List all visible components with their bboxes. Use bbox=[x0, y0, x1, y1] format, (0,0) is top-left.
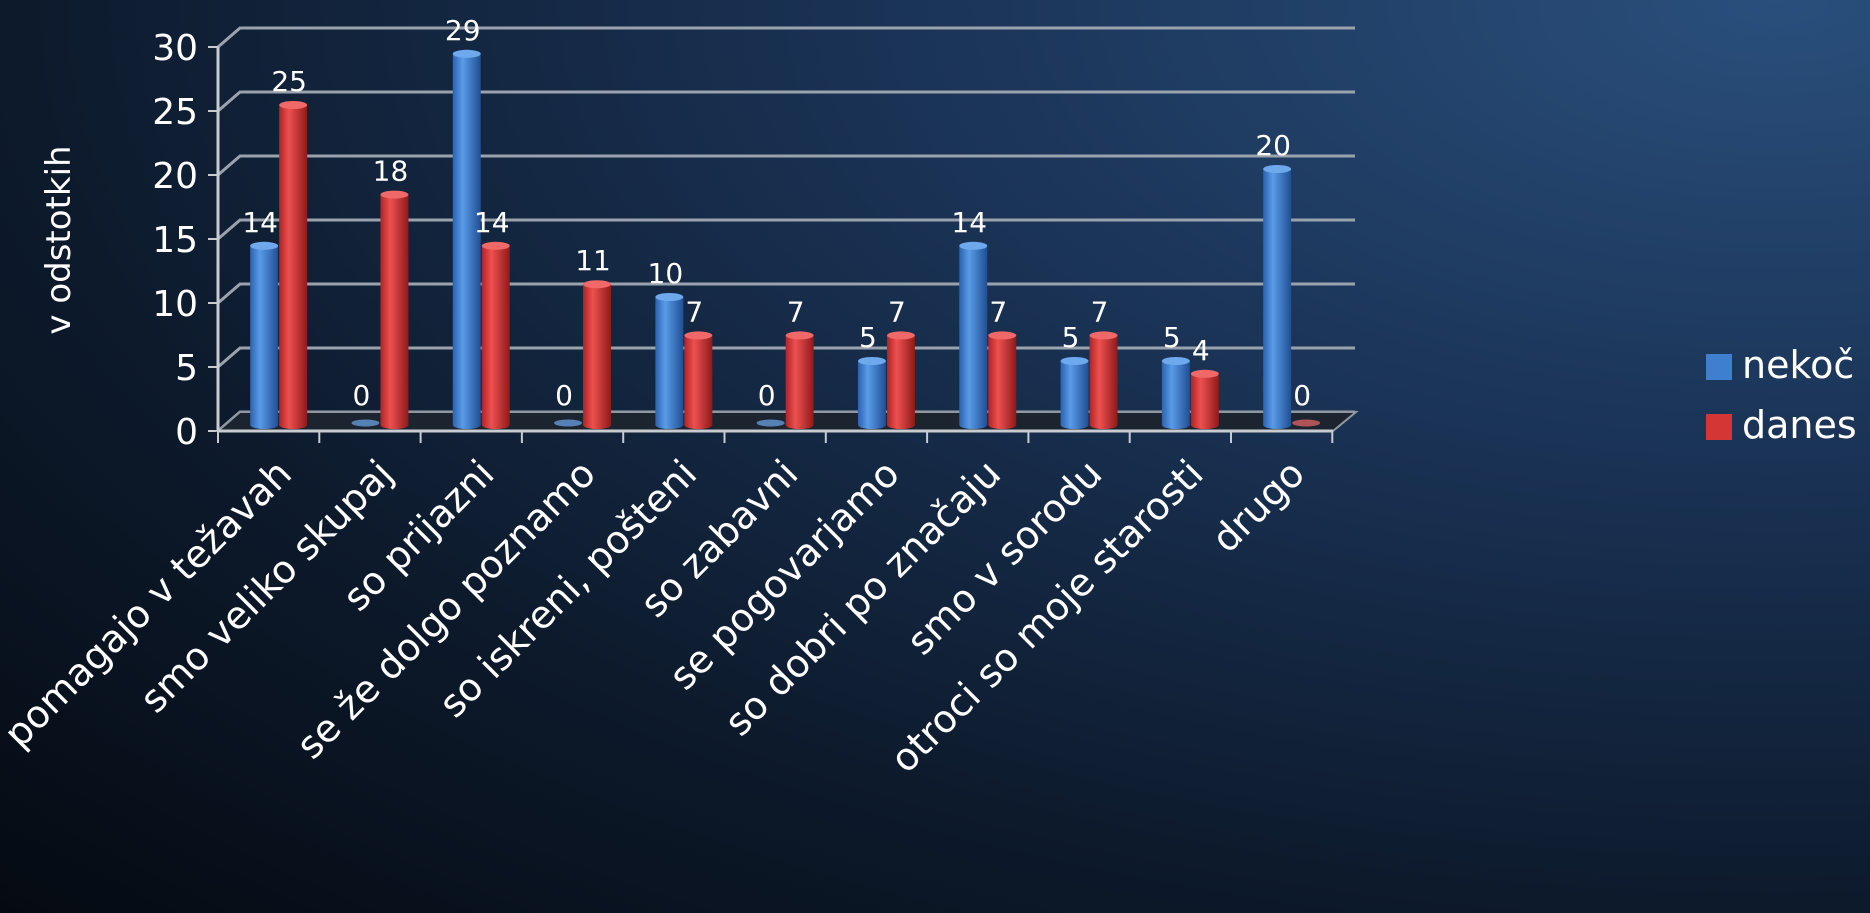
bar-danes-6 bbox=[886, 331, 915, 429]
legend-label-danes: danes bbox=[1742, 403, 1857, 447]
y-tick-label: 30 bbox=[152, 28, 198, 69]
y-tick-label: 25 bbox=[152, 92, 198, 133]
y-tick-label: 0 bbox=[175, 412, 198, 453]
y-tick-label: 5 bbox=[175, 348, 198, 389]
bar-nekoč-1 bbox=[351, 419, 380, 427]
legend-label-nekoč: nekoč bbox=[1742, 343, 1854, 387]
legend-swatch-danes bbox=[1706, 414, 1732, 440]
data-label-danes-2: 14 bbox=[474, 206, 510, 239]
y-tick-label: 15 bbox=[152, 220, 198, 261]
data-label-danes-0: 25 bbox=[271, 65, 307, 98]
bar-danes-8 bbox=[1089, 331, 1118, 429]
data-label-danes-1: 18 bbox=[373, 155, 409, 188]
bar-danes-2 bbox=[481, 241, 510, 429]
bar-nekoč-6 bbox=[857, 357, 886, 429]
y-tick-label: 20 bbox=[152, 156, 198, 197]
bar-danes-10 bbox=[1292, 419, 1321, 427]
bar-nekoč-10 bbox=[1263, 165, 1292, 429]
data-label-danes-9: 4 bbox=[1192, 334, 1210, 367]
y-axis-title: v odstotkih bbox=[39, 145, 79, 334]
legend: nekoč danes bbox=[1706, 343, 1857, 447]
gridline bbox=[217, 154, 1355, 177]
bar-nekoč-3 bbox=[554, 419, 583, 427]
data-label-nekoč-5: 0 bbox=[758, 379, 776, 412]
bar-nekoč-8 bbox=[1060, 357, 1089, 429]
data-label-nekoč-0: 14 bbox=[242, 206, 278, 239]
bar-nekoč-0 bbox=[250, 241, 279, 429]
bar-danes-3 bbox=[583, 280, 612, 429]
bar-nekoč-5 bbox=[756, 419, 785, 427]
bar-danes-7 bbox=[988, 331, 1017, 429]
bar-danes-5 bbox=[785, 331, 814, 429]
bar-nekoč-4 bbox=[655, 293, 684, 429]
data-label-nekoč-8: 5 bbox=[1062, 321, 1080, 354]
legend-swatch-nekoč bbox=[1706, 354, 1732, 380]
gridline bbox=[217, 26, 1355, 49]
bar-danes-0 bbox=[279, 101, 308, 429]
gridline bbox=[217, 218, 1355, 241]
gridline bbox=[217, 90, 1355, 113]
data-label-nekoč-6: 5 bbox=[859, 321, 877, 354]
category-label-10: drugo bbox=[1203, 451, 1313, 561]
bar-danes-9 bbox=[1190, 369, 1219, 429]
data-label-nekoč-2: 29 bbox=[445, 14, 481, 47]
data-label-danes-5: 7 bbox=[787, 295, 805, 328]
data-label-nekoč-10: 20 bbox=[1255, 129, 1291, 162]
data-label-nekoč-9: 5 bbox=[1163, 321, 1181, 354]
data-label-nekoč-7: 14 bbox=[951, 206, 987, 239]
data-label-nekoč-3: 0 bbox=[555, 379, 573, 412]
data-label-danes-8: 7 bbox=[1091, 295, 1109, 328]
data-label-danes-7: 7 bbox=[989, 295, 1007, 328]
data-label-danes-6: 7 bbox=[888, 295, 906, 328]
y-tick-label: 10 bbox=[152, 284, 198, 325]
bar-danes-1 bbox=[380, 190, 409, 429]
bar-nekoč-9 bbox=[1161, 357, 1190, 429]
data-label-nekoč-1: 0 bbox=[353, 379, 371, 412]
bar-nekoč-2 bbox=[452, 49, 481, 429]
grid-layer bbox=[217, 26, 1355, 433]
data-label-nekoč-4: 10 bbox=[648, 257, 684, 290]
data-label-danes-3: 11 bbox=[575, 244, 611, 277]
bar-nekoč-7 bbox=[959, 241, 988, 429]
bar-danes-4 bbox=[684, 331, 713, 429]
data-label-danes-10: 0 bbox=[1293, 379, 1311, 412]
data-label-danes-4: 7 bbox=[685, 295, 703, 328]
bars-layer bbox=[250, 49, 1321, 429]
